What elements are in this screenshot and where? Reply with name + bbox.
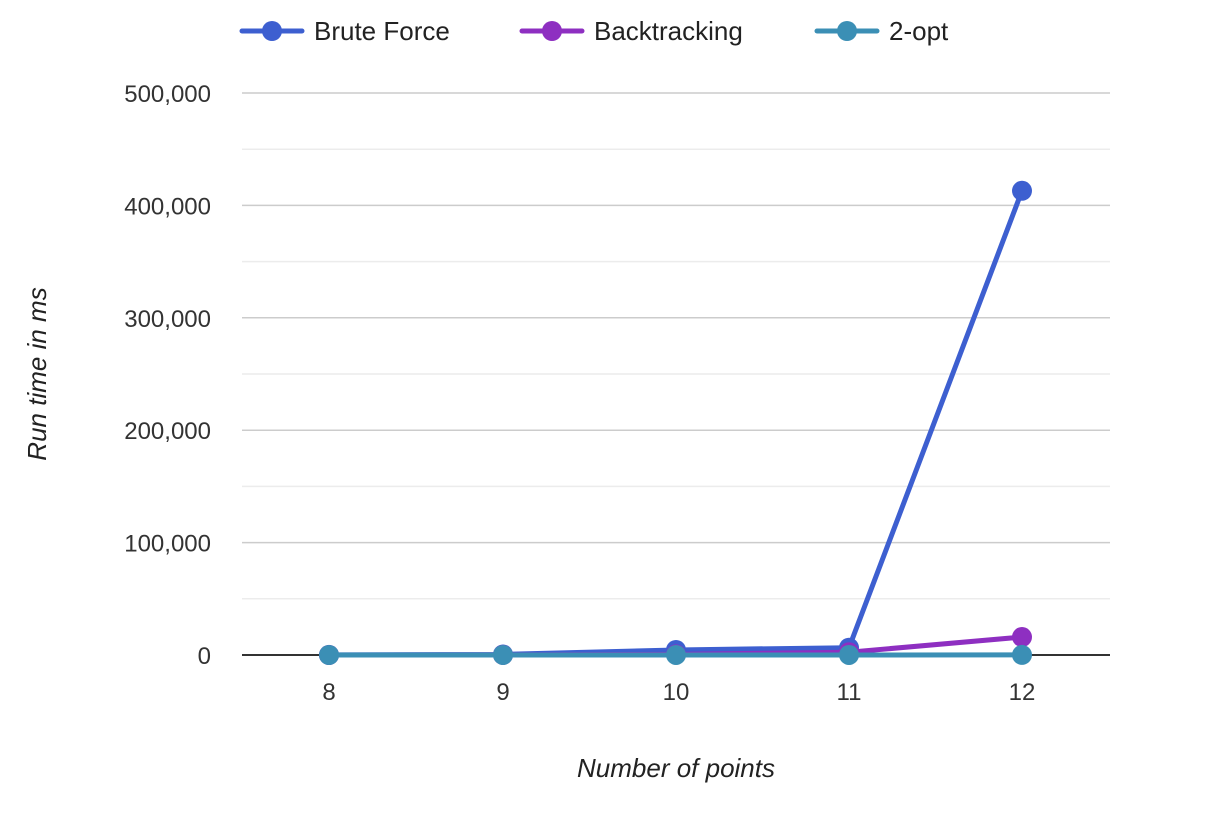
y-tick-label: 300,000 xyxy=(124,306,211,333)
y-tick-label: 200,000 xyxy=(124,418,211,445)
data-point-2-opt xyxy=(493,644,513,665)
data-point-2-opt xyxy=(666,644,686,665)
legend-label: Brute Force xyxy=(314,16,450,46)
x-tick-label: 10 xyxy=(663,679,690,706)
y-tick-label: 500,000 xyxy=(124,81,211,108)
x-axis-title: Number of points xyxy=(577,753,775,783)
legend-item-2-opt: 2-opt xyxy=(814,16,949,46)
data-point-backtracking xyxy=(1012,627,1032,648)
data-point-2-opt xyxy=(1012,644,1032,665)
data-point-2-opt xyxy=(319,644,339,665)
legend-item-brute-force: Brute Force xyxy=(239,16,450,46)
legend-marker xyxy=(542,21,562,41)
x-tick-label: 12 xyxy=(1009,679,1036,706)
x-tick-label: 9 xyxy=(496,679,509,706)
gridlines xyxy=(242,92,1110,600)
series-line-brute-force xyxy=(326,188,1025,658)
y-axis-ticks: 0 100,000 200,000 300,000 400,000 500,000 xyxy=(124,81,211,670)
y-axis-title: Run time in ms xyxy=(22,287,52,460)
y-tick-label: 400,000 xyxy=(124,193,211,220)
legend-item-backtracking: Backtracking xyxy=(519,16,743,46)
x-tick-label: 8 xyxy=(322,679,335,706)
legend-marker xyxy=(837,21,857,41)
series-2-opt xyxy=(319,644,1032,665)
x-axis-ticks: 8 9 10 11 12 xyxy=(322,679,1035,706)
series-layer xyxy=(319,180,1032,665)
data-point-brute-force xyxy=(1012,180,1032,201)
data-point-2-opt xyxy=(839,644,859,665)
legend: Brute Force Backtracking 2-opt xyxy=(239,16,949,46)
legend-marker xyxy=(262,21,282,41)
y-tick-label: 100,000 xyxy=(124,531,211,558)
x-tick-label: 11 xyxy=(837,679,862,706)
y-tick-label: 0 xyxy=(198,643,211,670)
legend-label: Backtracking xyxy=(594,16,743,46)
series-brute-force xyxy=(319,180,1032,665)
legend-label: 2-opt xyxy=(889,16,949,46)
